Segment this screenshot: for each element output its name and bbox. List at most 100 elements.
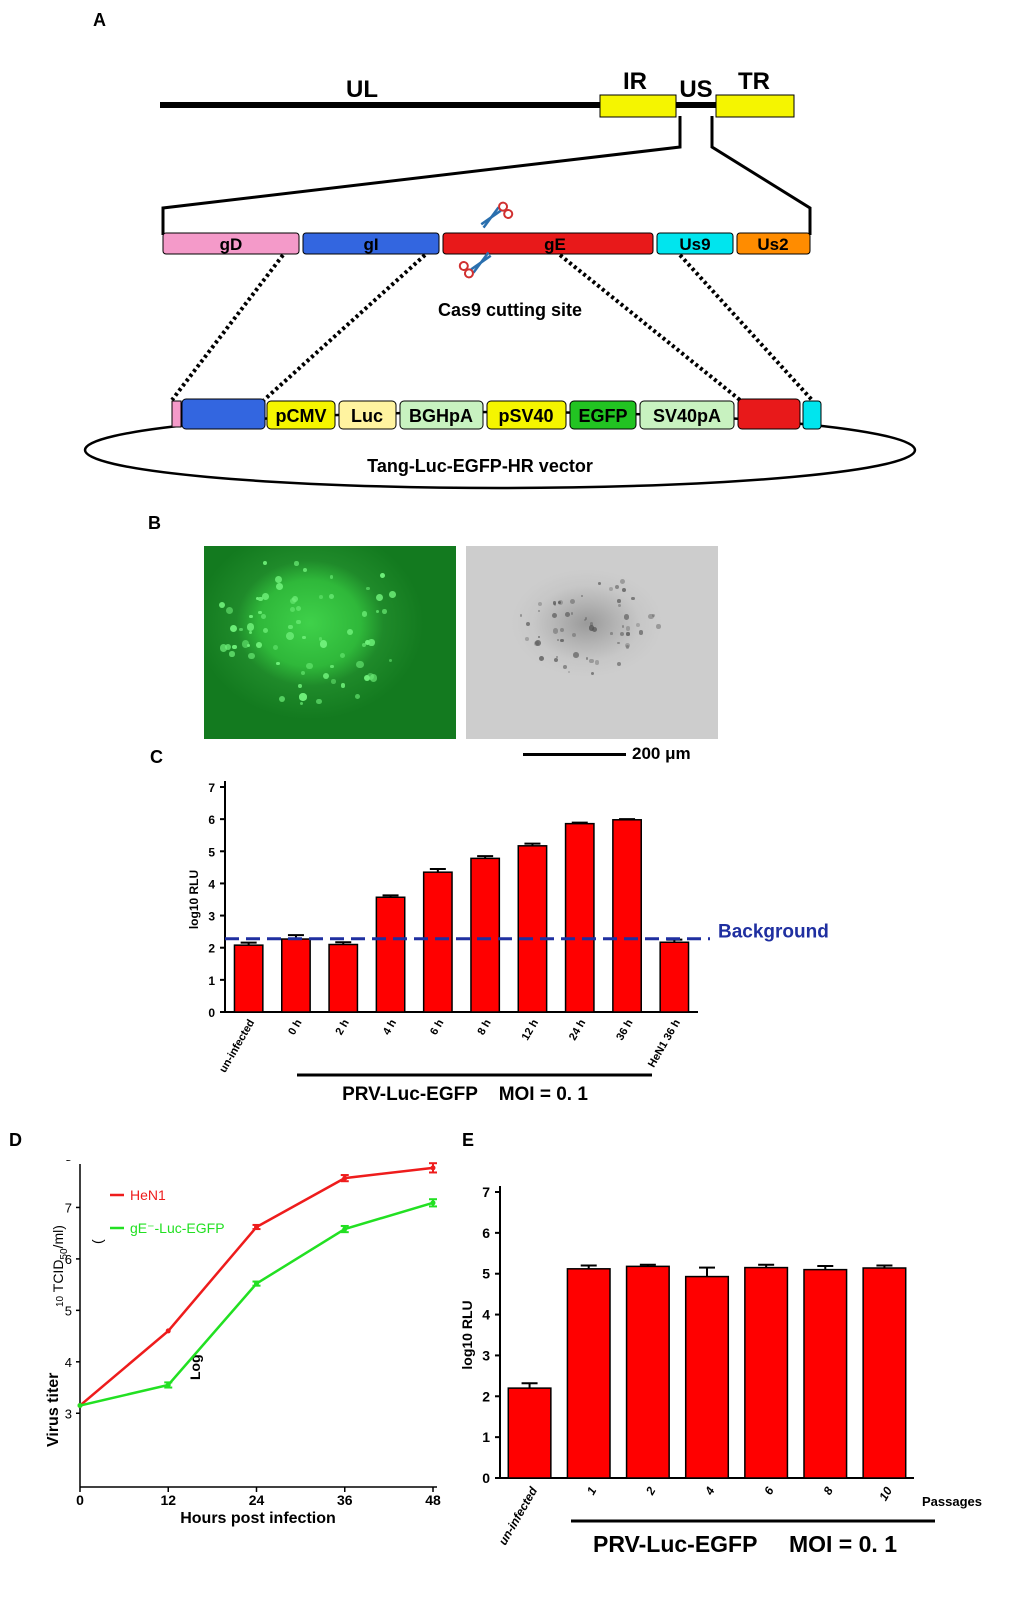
cell-speck [591, 671, 595, 675]
fluorescent-cell-speck [299, 693, 307, 701]
cell-speck [631, 597, 635, 601]
data-point [342, 1175, 348, 1181]
y-axis-label-paren: ( [89, 1239, 105, 1244]
fluorescent-cell-speck [322, 672, 330, 680]
vector-name: Tang-Luc-EGFP-HR vector [367, 456, 593, 476]
fluorescent-cell-speck [355, 660, 364, 669]
fluorescent-cell-speck [257, 610, 262, 615]
vector-sv40pa [639, 400, 735, 430]
scale-bar-label: 200 μm [632, 744, 691, 763]
gene-gd-label: gD [220, 235, 243, 254]
fluorescent-cell-speck [262, 560, 267, 566]
gene-gi-label: gI [363, 235, 378, 254]
cell-speck [534, 641, 540, 647]
fluorescent-cell-speck [225, 607, 233, 615]
y-tick-label: 3 [65, 1406, 72, 1421]
y-axis-label: log10 RLU [460, 1300, 475, 1369]
fluorescent-cell-speck [388, 591, 396, 598]
panel-label-d: D [9, 1130, 22, 1150]
cell-speck [626, 632, 630, 636]
vector-gi-fragment [181, 398, 266, 430]
vector-psv40-label: pSV40 [498, 406, 553, 426]
vector-ge-fragment [737, 398, 801, 430]
tr-label: TR [738, 68, 770, 95]
homology-line [262, 253, 427, 402]
x-tick-label: 8 h [475, 1017, 493, 1037]
series-line [79, 1166, 434, 1407]
x-tick-label: 24 h [567, 1017, 589, 1042]
luciferase-passage-chart: 0 1 2 3 4 5 6 7 log10 RLU un-infected 1 2 4 6 8 10 Passa… [460, 1184, 982, 1557]
fluorescent-cell-speck [275, 583, 283, 590]
cell-speck [589, 622, 594, 626]
y-tick-label: 7 [482, 1184, 490, 1200]
cell-speck [557, 599, 563, 605]
x-tick-label: 2 [642, 1484, 658, 1498]
fluorescent-cell-speck [258, 596, 263, 602]
fluorescent-cell-speck [330, 664, 334, 668]
cell-speck [617, 641, 620, 645]
fluorescent-cell-speck [249, 614, 253, 619]
x-tick-label: 2 h [334, 1017, 352, 1037]
vector-gd-fragment [171, 400, 182, 428]
cell-speck [552, 601, 557, 606]
x-tick-label: 6 [761, 1484, 777, 1497]
y-axis-label-part: TCID [50, 1260, 66, 1296]
fluorescent-cell-speck [316, 699, 322, 705]
fluorescent-cell-speck [368, 639, 375, 646]
cell-speck [623, 614, 630, 620]
gene-us2 [736, 232, 811, 255]
y-tick-label: 7 [208, 781, 215, 795]
fluorescent-cell-speck [300, 670, 306, 676]
fluorescent-cell-speck [302, 568, 307, 573]
background-label: Background [718, 922, 829, 943]
fluorescent-cell-speck [255, 642, 262, 648]
y-axis-label-part: ) [50, 1225, 66, 1230]
cell-speck [648, 613, 654, 620]
cas9-label: Cas9 cutting site [438, 300, 582, 320]
fluorescent-cell-speck [362, 642, 367, 647]
y-tick-label: 5 [482, 1266, 490, 1282]
gene-ge [442, 232, 654, 255]
homology-line [558, 253, 742, 402]
x-tick-label: 36 [337, 1492, 353, 1508]
growth-curve-chart: 3 4 5 6 7 8 0 12 24 36 48 Hours post infection Virus… [45, 1160, 441, 1527]
gene-gi [302, 232, 440, 255]
fluorescent-cell-speck [366, 586, 370, 591]
y-tick-label: 2 [208, 942, 215, 956]
cell-speck [619, 579, 625, 585]
brightfield-micrograph [466, 546, 718, 739]
homology-line [170, 253, 285, 402]
legend-label: gE⁻-Luc-EGFP [130, 1220, 225, 1236]
cell-speck [538, 601, 543, 606]
x-tick-label: 0 h [286, 1017, 304, 1037]
y-tick-label: 4 [208, 877, 215, 891]
y-tick-label: 4 [482, 1307, 490, 1323]
ir-box [599, 94, 677, 118]
cell-speck [552, 628, 558, 634]
bar [625, 1265, 670, 1479]
fluorescent-cell-speck [238, 627, 243, 632]
y-axis-label-log: Log [187, 1354, 203, 1380]
fluorescent-cell-speck [229, 651, 235, 657]
y-tick-label: 4 [65, 1355, 72, 1370]
cell-speck [620, 631, 625, 636]
cell-speck [625, 626, 631, 631]
fluorescent-cell-speck [289, 597, 297, 604]
cell-speck [570, 612, 574, 615]
cell-speck [557, 638, 560, 641]
bar [803, 1268, 848, 1479]
fluorescent-cell-speck [288, 624, 293, 630]
fluorescent-cell-speck [341, 683, 346, 688]
y-tick-label: 8 [65, 1160, 72, 1164]
gene-us9 [656, 232, 734, 255]
cell-speck [565, 612, 570, 618]
x-tick-label: 24 [249, 1492, 265, 1508]
fluorescent-cell-speck [346, 628, 354, 636]
homology-line [678, 253, 814, 402]
panel-label-c: C [150, 747, 163, 767]
fluorescent-cell-speck [375, 593, 383, 601]
fluorescent-cell-speck [294, 561, 299, 566]
cell-speck [592, 627, 598, 633]
fluorescent-cell-speck [318, 595, 323, 600]
bar [281, 938, 311, 1013]
